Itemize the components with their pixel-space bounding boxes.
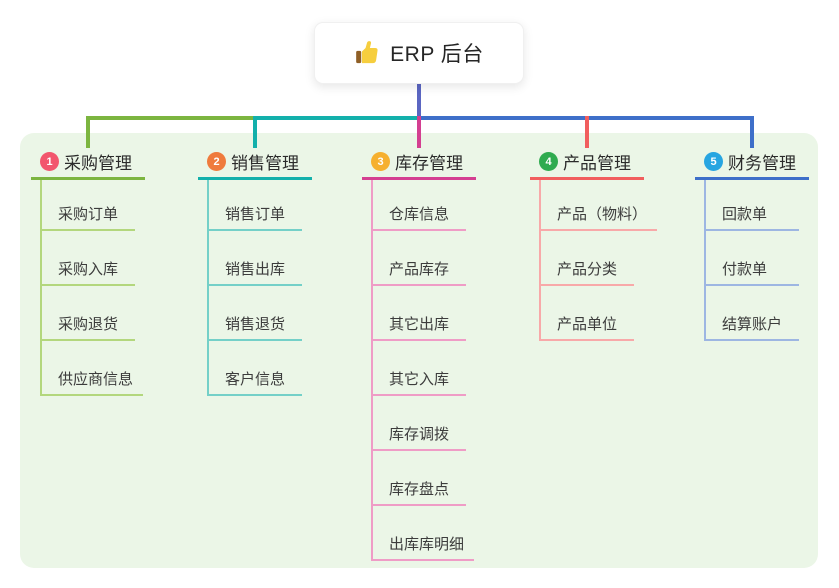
child-label: 付款单 (722, 261, 768, 278)
child-label: 销售订单 (225, 206, 286, 223)
child-item[interactable]: 其它出库 (371, 311, 466, 341)
branch-title[interactable]: 2 销售管理 (198, 146, 312, 180)
child-item[interactable]: 销售退货 (207, 311, 302, 341)
children-trunk-line (371, 180, 373, 561)
branch-销售管理: 2 销售管理销售订单销售出库销售退货客户信息 (198, 146, 312, 396)
child-label: 供应商信息 (58, 371, 134, 388)
branch-库存管理: 3 库存管理仓库信息产品库存其它出库其它入库库存调拨库存盘点出库库明细 (362, 146, 476, 561)
child-label: 结算账户 (722, 316, 783, 333)
child-label: 采购入库 (58, 261, 119, 278)
children-trunk-line (40, 180, 42, 396)
branch-title[interactable]: 5 财务管理 (695, 146, 809, 180)
child-item[interactable]: 产品分类 (539, 256, 634, 286)
branch-number-badge: 4 (539, 152, 558, 171)
child-item[interactable]: 供应商信息 (40, 366, 144, 396)
branch-number-badge: 3 (371, 152, 390, 171)
child-item[interactable]: 采购入库 (40, 256, 135, 286)
branch-label: 销售管理 (231, 154, 299, 173)
child-item[interactable]: 其它入库 (371, 366, 466, 396)
child-item[interactable]: 库存盘点 (371, 476, 466, 506)
branch-财务管理: 5 财务管理回款单付款单结算账户 (695, 146, 809, 341)
root-label: ERP 后台 (390, 43, 484, 66)
child-label: 其它入库 (389, 371, 450, 388)
child-label: 产品单位 (557, 316, 618, 333)
child-item[interactable]: 销售出库 (207, 256, 302, 286)
branch-number-badge: 2 (207, 152, 226, 171)
branch-label: 采购管理 (64, 154, 132, 173)
child-label: 出库库明细 (389, 536, 465, 553)
child-label: 库存盘点 (389, 481, 450, 498)
branch-产品管理: 4 产品管理产品（物料） 产品分类产品单位 (530, 146, 658, 341)
branch-number-badge: 5 (704, 152, 723, 171)
branch-title[interactable]: 3 库存管理 (362, 146, 476, 180)
child-item[interactable]: 客户信息 (207, 366, 302, 396)
branch-label: 库存管理 (395, 154, 463, 173)
branch-title[interactable]: 4 产品管理 (530, 146, 644, 180)
branch-number-badge: 1 (40, 152, 59, 171)
child-label: 销售出库 (225, 261, 286, 278)
child-label: 采购退货 (58, 316, 119, 333)
children-trunk-line (704, 180, 706, 341)
branches-panel (20, 133, 818, 568)
child-label: 客户信息 (225, 371, 286, 388)
child-item[interactable]: 产品库存 (371, 256, 466, 286)
child-item[interactable]: 仓库信息 (371, 201, 466, 231)
child-item[interactable]: 采购订单 (40, 201, 135, 231)
thumbs-up-icon (356, 41, 378, 64)
child-item[interactable]: 回款单 (704, 201, 799, 231)
child-label: 产品分类 (557, 261, 618, 278)
child-label: 库存调拨 (389, 426, 450, 443)
children-trunk-line (539, 180, 541, 341)
child-item[interactable]: 产品单位 (539, 311, 634, 341)
branch-采购管理: 1 采购管理采购订单采购入库采购退货供应商信息 (31, 146, 145, 396)
child-item[interactable]: 库存调拨 (371, 421, 466, 451)
children-trunk-line (207, 180, 209, 396)
child-label: 仓库信息 (389, 206, 450, 223)
child-item[interactable]: 产品（物料） (539, 201, 658, 231)
branch-label: 财务管理 (728, 154, 796, 173)
child-label: 产品（物料） (557, 206, 648, 223)
child-item[interactable]: 结算账户 (704, 311, 799, 341)
child-item[interactable]: 付款单 (704, 256, 799, 286)
child-label: 采购订单 (58, 206, 119, 223)
child-label: 回款单 (722, 206, 768, 223)
child-label: 销售退货 (225, 316, 286, 333)
child-label: 其它出库 (389, 316, 450, 333)
branch-title[interactable]: 1 采购管理 (31, 146, 145, 180)
child-label: 产品库存 (389, 261, 450, 278)
child-item[interactable]: 销售订单 (207, 201, 302, 231)
child-item[interactable]: 采购退货 (40, 311, 135, 341)
child-item[interactable]: 出库库明细 (371, 531, 475, 561)
branch-label: 产品管理 (563, 154, 631, 173)
root-node[interactable]: ERP 后台 (314, 22, 524, 84)
